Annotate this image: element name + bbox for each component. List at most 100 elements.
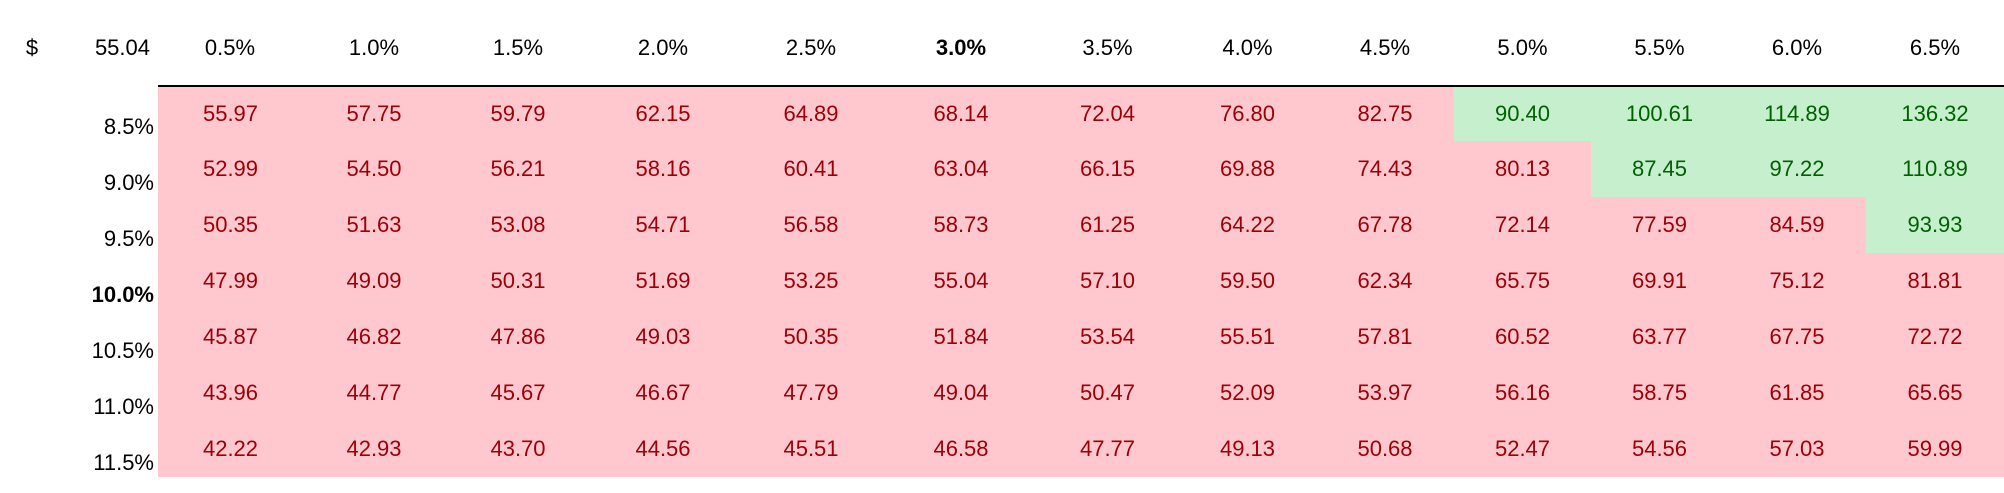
- table-cell[interactable]: 136.32: [1866, 87, 2004, 141]
- table-cell[interactable]: 45.67: [446, 365, 590, 421]
- table-cell[interactable]: 55.51: [1179, 309, 1316, 365]
- table-cell[interactable]: 59.50: [1179, 253, 1316, 309]
- table-cell[interactable]: 63.77: [1591, 309, 1728, 365]
- table-cell[interactable]: 52.09: [1179, 365, 1316, 421]
- row-header[interactable]: 9.5%: [103, 226, 154, 251]
- table-cell[interactable]: 61.25: [1036, 197, 1179, 253]
- table-cell[interactable]: 47.99: [158, 253, 303, 309]
- column-header[interactable]: 5.5%: [1634, 35, 1685, 60]
- table-cell[interactable]: 53.25: [736, 253, 886, 309]
- table-cell[interactable]: 49.03: [590, 309, 736, 365]
- table-cell[interactable]: 77.59: [1591, 197, 1728, 253]
- table-cell[interactable]: 42.93: [302, 421, 446, 477]
- table-cell[interactable]: 55.97: [158, 87, 303, 141]
- row-header[interactable]: 10.0%: [91, 282, 154, 307]
- table-cell[interactable]: 68.14: [886, 87, 1036, 141]
- table-cell[interactable]: 110.89: [1866, 141, 2004, 197]
- table-cell[interactable]: 87.45: [1591, 141, 1728, 197]
- table-cell[interactable]: 46.67: [590, 365, 736, 421]
- row-header[interactable]: 10.5%: [91, 338, 154, 363]
- table-cell[interactable]: 51.63: [302, 197, 446, 253]
- row-header[interactable]: 9.0%: [103, 170, 154, 195]
- table-cell[interactable]: 50.35: [736, 309, 886, 365]
- table-cell[interactable]: 81.81: [1866, 253, 2004, 309]
- table-cell[interactable]: 59.99: [1866, 421, 2004, 477]
- column-header[interactable]: 6.0%: [1771, 35, 1823, 60]
- table-cell[interactable]: 67.78: [1316, 197, 1454, 253]
- table-cell[interactable]: 57.75: [302, 87, 446, 141]
- table-cell[interactable]: 50.35: [158, 197, 303, 253]
- base-value[interactable]: 55.04: [94, 35, 150, 60]
- table-cell[interactable]: 49.04: [886, 365, 1036, 421]
- table-cell[interactable]: 60.52: [1454, 309, 1591, 365]
- table-cell[interactable]: 46.82: [302, 309, 446, 365]
- table-cell[interactable]: 52.99: [158, 141, 303, 197]
- table-cell[interactable]: 56.58: [736, 197, 886, 253]
- table-cell[interactable]: 97.22: [1728, 141, 1866, 197]
- column-header[interactable]: 4.0%: [1222, 35, 1273, 60]
- row-header[interactable]: 8.5%: [103, 114, 154, 139]
- column-header[interactable]: 4.5%: [1359, 35, 1411, 60]
- table-cell[interactable]: 62.34: [1316, 253, 1454, 309]
- table-cell[interactable]: 100.61: [1591, 87, 1728, 141]
- table-cell[interactable]: 44.56: [590, 421, 736, 477]
- table-cell[interactable]: 75.12: [1728, 253, 1866, 309]
- table-cell[interactable]: 53.54: [1036, 309, 1179, 365]
- table-cell[interactable]: 66.15: [1036, 141, 1179, 197]
- table-cell[interactable]: 64.89: [736, 87, 886, 141]
- column-header[interactable]: 0.5%: [204, 35, 256, 60]
- column-header[interactable]: 1.5%: [492, 35, 544, 60]
- table-cell[interactable]: 53.97: [1316, 365, 1454, 421]
- table-cell[interactable]: 57.81: [1316, 309, 1454, 365]
- column-header[interactable]: 3.0%: [935, 35, 987, 60]
- table-cell[interactable]: 114.89: [1728, 87, 1866, 141]
- table-cell[interactable]: 50.47: [1036, 365, 1179, 421]
- table-cell[interactable]: 69.91: [1591, 253, 1728, 309]
- table-cell[interactable]: 58.16: [590, 141, 736, 197]
- table-cell[interactable]: 53.08: [446, 197, 590, 253]
- table-cell[interactable]: 49.13: [1179, 421, 1316, 477]
- table-cell[interactable]: 49.09: [302, 253, 446, 309]
- table-cell[interactable]: 72.72: [1866, 309, 2004, 365]
- table-cell[interactable]: 57.10: [1036, 253, 1179, 309]
- table-cell[interactable]: 54.50: [302, 141, 446, 197]
- table-cell[interactable]: 50.31: [446, 253, 590, 309]
- table-cell[interactable]: 45.87: [158, 309, 303, 365]
- table-cell[interactable]: 44.77: [302, 365, 446, 421]
- table-cell[interactable]: 80.13: [1454, 141, 1591, 197]
- table-cell[interactable]: 55.04: [886, 253, 1036, 309]
- table-cell[interactable]: 90.40: [1454, 87, 1591, 141]
- table-cell[interactable]: 65.65: [1866, 365, 2004, 421]
- table-cell[interactable]: 57.03: [1728, 421, 1866, 477]
- row-header[interactable]: 11.5%: [93, 450, 154, 475]
- table-cell[interactable]: 56.16: [1454, 365, 1591, 421]
- table-cell[interactable]: 51.84: [886, 309, 1036, 365]
- table-cell[interactable]: 74.43: [1316, 141, 1454, 197]
- table-cell[interactable]: 47.79: [736, 365, 886, 421]
- table-cell[interactable]: 54.71: [590, 197, 736, 253]
- row-header[interactable]: 11.0%: [93, 394, 154, 419]
- table-cell[interactable]: 63.04: [886, 141, 1036, 197]
- table-cell[interactable]: 67.75: [1728, 309, 1866, 365]
- table-cell[interactable]: 82.75: [1316, 87, 1454, 141]
- table-cell[interactable]: 65.75: [1454, 253, 1591, 309]
- column-header[interactable]: 1.0%: [348, 35, 400, 60]
- table-cell[interactable]: 43.70: [446, 421, 590, 477]
- table-cell[interactable]: 50.68: [1316, 421, 1454, 477]
- table-cell[interactable]: 43.96: [158, 365, 303, 421]
- table-cell[interactable]: 46.58: [886, 421, 1036, 477]
- table-cell[interactable]: 76.80: [1179, 87, 1316, 141]
- table-cell[interactable]: 45.51: [736, 421, 886, 477]
- table-cell[interactable]: 62.15: [590, 87, 736, 141]
- table-cell[interactable]: 56.21: [446, 141, 590, 197]
- table-cell[interactable]: 93.93: [1866, 197, 2004, 253]
- table-cell[interactable]: 69.88: [1179, 141, 1316, 197]
- table-cell[interactable]: 58.75: [1591, 365, 1728, 421]
- table-cell[interactable]: 54.56: [1591, 421, 1728, 477]
- table-cell[interactable]: 47.86: [446, 309, 590, 365]
- table-cell[interactable]: 52.47: [1454, 421, 1591, 477]
- table-cell[interactable]: 64.22: [1179, 197, 1316, 253]
- table-cell[interactable]: 47.77: [1036, 421, 1179, 477]
- table-cell[interactable]: 61.85: [1728, 365, 1866, 421]
- column-header[interactable]: 2.0%: [637, 35, 689, 60]
